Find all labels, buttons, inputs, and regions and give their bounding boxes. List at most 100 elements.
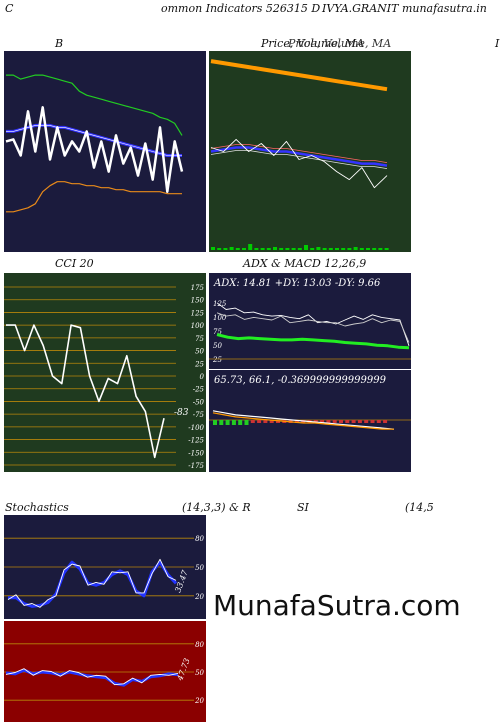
macd-histogram-bar (345, 420, 350, 423)
watermark: MunafaSutra.com (213, 589, 461, 622)
bb-price-line (5, 106, 184, 193)
volume-bar (229, 247, 234, 250)
volume-bar (266, 248, 271, 250)
pm-price-line (210, 138, 388, 189)
macd-histogram-bar (257, 420, 262, 423)
volume-bar (335, 248, 339, 250)
macd-histogram-bar (320, 420, 325, 423)
volume-bar (347, 248, 352, 250)
volume-bar (316, 247, 321, 250)
macd-histogram-bar (269, 420, 274, 423)
volume-bar (359, 248, 364, 250)
macd-histogram-bar (213, 420, 217, 425)
volume-bar (211, 247, 215, 250)
adx-tick-label: 75 (213, 328, 222, 336)
cci-tick-label: -50 (193, 398, 205, 406)
macd-histogram-bar (250, 420, 255, 423)
macd-histogram-bar (294, 420, 299, 423)
macd-histogram-bar (225, 420, 230, 425)
macd-histogram-bar (364, 420, 369, 423)
cci-tick-label: 100 (191, 322, 205, 330)
macd-histogram-bar (238, 420, 243, 425)
adx-macd-label: ADX & MACD 12,26,9 (243, 257, 367, 270)
adx-plus-di-line (216, 302, 410, 346)
macd-chart: 65.73, 66.1, -0.369999999999999 (209, 370, 411, 472)
stoch-tick-label: 20 (194, 593, 204, 601)
stoch-k-line (7, 558, 177, 608)
stoch-label: Stochastics (5, 501, 69, 514)
macd-histogram-bar (339, 420, 343, 423)
volume-bar (384, 248, 389, 250)
pm-long-ma-line (210, 59, 388, 92)
cci-chart: 175 150 125 100 75 50 25 0 -25 -50 -75 -100 -125 -150… (4, 273, 206, 472)
volume-bar (279, 248, 284, 250)
pm-ma-line-2 (210, 144, 388, 163)
macd-signal-line (212, 412, 394, 430)
rsi-tick-label: 80 (195, 641, 204, 649)
macd-histogram-bar (326, 420, 331, 423)
adx-minus-di-line (216, 312, 410, 343)
volume-bar (310, 248, 315, 250)
bollinger-chart (4, 51, 206, 252)
cci-label: CCI 20 (55, 257, 94, 270)
cci-tick-label: 125 (191, 309, 205, 317)
pm-ma-line-3 (210, 150, 388, 169)
macd-line (212, 410, 395, 430)
stoch-tick-label: 80 (195, 535, 204, 543)
cci-bg (4, 273, 206, 472)
rsi-tick-label: 50 (195, 669, 204, 677)
cci-tick-label: 0 (200, 373, 205, 381)
macd-histogram-bar (370, 420, 375, 423)
stoch-tick-label: 50 (195, 564, 204, 572)
cci-tick-label: 150 (191, 297, 205, 305)
bb-upper-line (6, 74, 183, 136)
adx-tick-label: 25 (212, 356, 222, 364)
rsi-tick-label: 20 (194, 697, 204, 705)
rsi-signal-line (5, 668, 179, 686)
stoch-params: (14,3,3) & R (182, 501, 251, 514)
volume-bar (291, 248, 296, 250)
cci-line (6, 324, 165, 459)
cci-tick-label: -75 (193, 411, 205, 419)
macd-histogram-bar (219, 420, 224, 425)
bb-middle-core (6, 125, 182, 156)
volume-bar (366, 248, 370, 250)
cci-tick-label: 25 (194, 360, 204, 368)
macd-histogram-bar (351, 420, 356, 423)
macd-histogram-bar (276, 420, 280, 423)
macd-histogram-bar (383, 420, 388, 423)
volume-bar (235, 248, 240, 250)
volume-bar (353, 247, 358, 250)
volume-bar (260, 248, 265, 250)
volume-bar (372, 248, 377, 250)
cci-value-label: -83 (174, 408, 189, 418)
volume-bar (328, 248, 333, 250)
volume-bar (304, 245, 308, 250)
rsi-bg (4, 621, 206, 722)
price-ma-label: Price, Volume, MA (261, 37, 365, 50)
volume-bar (297, 248, 302, 250)
volume-bar (273, 247, 277, 250)
bollinger-label: B (55, 37, 64, 50)
cci-tick-label: -25 (193, 386, 205, 394)
macd-histogram-bar (244, 420, 249, 425)
volume-bar (248, 244, 253, 250)
volume-bar (341, 248, 346, 250)
pm-ma-line (210, 146, 388, 167)
bb-lower-line (6, 181, 182, 213)
price-ma-bg (209, 51, 411, 252)
macd-text: 65.73, 66.1, -0.369999999999999 (214, 375, 387, 386)
macd-histogram-bar (376, 420, 381, 423)
volume-bar (285, 248, 290, 250)
volume-bar (223, 248, 228, 250)
adx-chart: 125 100 75 50 25 ADX: 14.81 +DY: 13.03 -DY: … (209, 273, 411, 369)
adx-tick-label: 125 (213, 300, 227, 308)
volume-bar (242, 248, 246, 250)
right-edge-letter: I (495, 37, 500, 50)
price-ma-chart (209, 51, 411, 252)
volume-bar (217, 248, 222, 250)
macd-histogram-bar (332, 420, 337, 423)
rsi-label: SI (297, 501, 309, 514)
cci-tick-label: -150 (188, 449, 204, 457)
